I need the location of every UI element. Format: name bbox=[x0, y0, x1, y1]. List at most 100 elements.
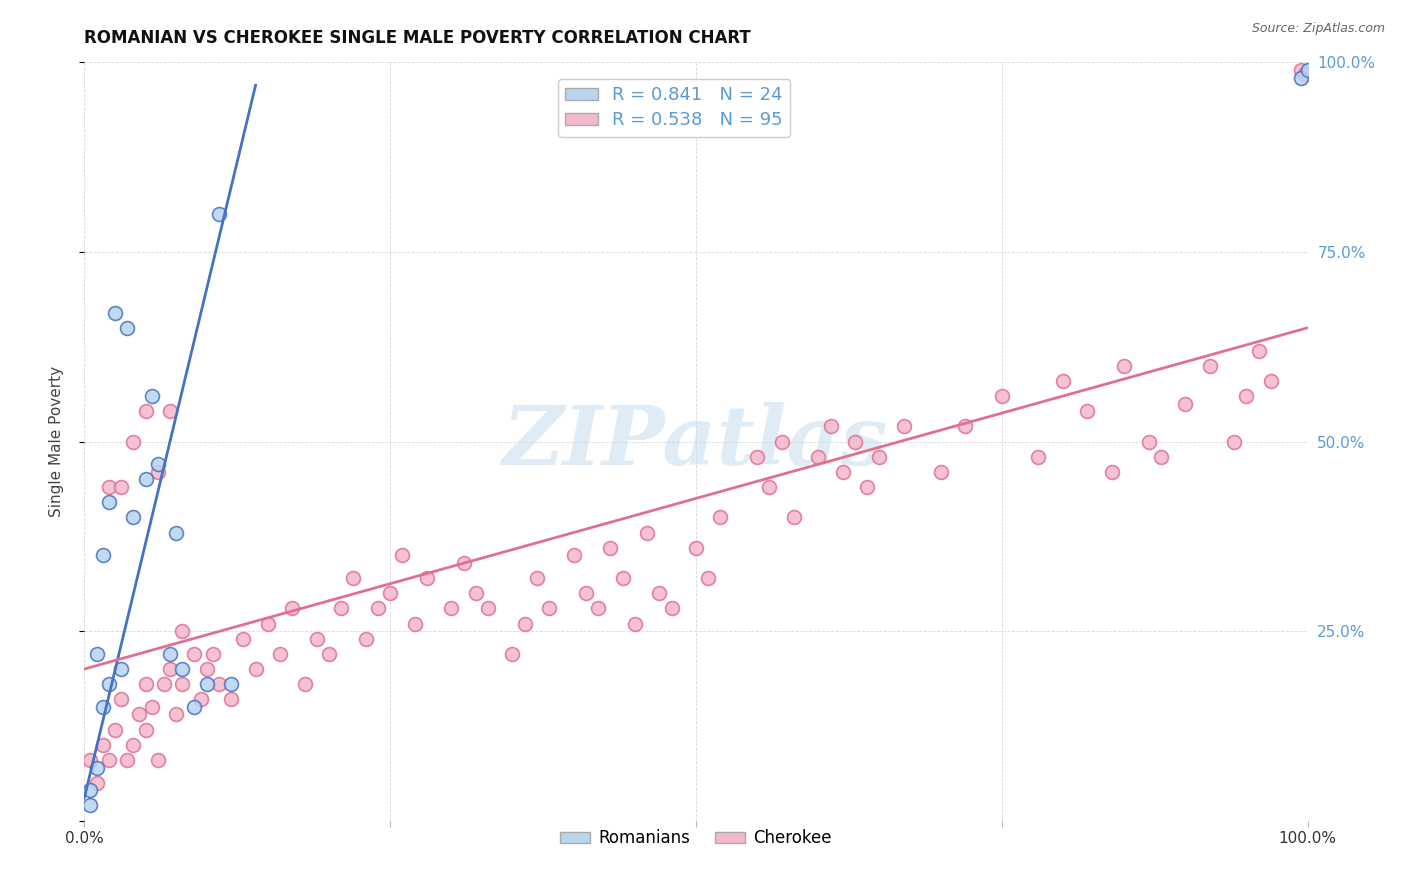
Point bbox=[122, 434, 145, 449]
Point bbox=[208, 677, 231, 691]
Point bbox=[195, 662, 218, 676]
Point bbox=[104, 723, 127, 737]
Point bbox=[135, 473, 157, 487]
Point bbox=[526, 571, 548, 585]
Point bbox=[747, 450, 769, 464]
Point bbox=[1174, 396, 1197, 410]
Point bbox=[159, 647, 181, 661]
Point bbox=[91, 699, 114, 714]
Point bbox=[758, 480, 780, 494]
Point bbox=[86, 647, 108, 661]
Text: Source: ZipAtlas.com: Source: ZipAtlas.com bbox=[1251, 22, 1385, 36]
Text: ROMANIAN VS CHEROKEE SINGLE MALE POVERTY CORRELATION CHART: ROMANIAN VS CHEROKEE SINGLE MALE POVERTY… bbox=[84, 29, 751, 47]
Point bbox=[232, 632, 254, 646]
Point bbox=[380, 586, 402, 600]
Point bbox=[165, 525, 187, 540]
Point bbox=[190, 692, 212, 706]
Point bbox=[599, 541, 621, 555]
Point bbox=[770, 434, 793, 449]
Point bbox=[104, 305, 127, 319]
Point bbox=[97, 677, 120, 691]
Point bbox=[146, 457, 169, 471]
Point bbox=[159, 662, 181, 676]
Point bbox=[115, 320, 138, 334]
Point bbox=[135, 677, 157, 691]
Point bbox=[1150, 450, 1173, 464]
Point bbox=[502, 647, 524, 661]
Point bbox=[91, 738, 114, 752]
Point bbox=[636, 525, 658, 540]
Point bbox=[115, 753, 138, 767]
Point bbox=[697, 571, 720, 585]
Point bbox=[1294, 67, 1316, 81]
Point bbox=[354, 632, 377, 646]
Point bbox=[135, 723, 157, 737]
Point bbox=[1223, 434, 1246, 449]
Point bbox=[141, 699, 163, 714]
Point bbox=[172, 624, 194, 639]
Text: ZIPatlas: ZIPatlas bbox=[503, 401, 889, 482]
Point bbox=[219, 692, 242, 706]
Point bbox=[281, 601, 304, 615]
Y-axis label: Single Male Poverty: Single Male Poverty bbox=[49, 366, 63, 517]
Point bbox=[1101, 465, 1123, 479]
Point bbox=[624, 616, 647, 631]
Point bbox=[416, 571, 439, 585]
Point bbox=[330, 601, 353, 615]
Point bbox=[153, 677, 176, 691]
Point bbox=[1114, 359, 1136, 373]
Point bbox=[97, 480, 120, 494]
Point bbox=[1076, 404, 1098, 418]
Point bbox=[257, 616, 280, 631]
Point bbox=[709, 510, 731, 524]
Point bbox=[86, 760, 108, 774]
Point bbox=[1291, 70, 1313, 85]
Point bbox=[208, 207, 231, 221]
Point bbox=[318, 647, 340, 661]
Point bbox=[562, 548, 585, 563]
Point bbox=[575, 586, 598, 600]
Point bbox=[820, 419, 842, 434]
Point bbox=[79, 798, 101, 813]
Point bbox=[219, 677, 242, 691]
Point bbox=[685, 541, 707, 555]
Point bbox=[91, 548, 114, 563]
Point bbox=[122, 738, 145, 752]
Point bbox=[612, 571, 634, 585]
Point bbox=[391, 548, 413, 563]
Point bbox=[661, 601, 683, 615]
Point bbox=[856, 480, 879, 494]
Point bbox=[79, 783, 101, 797]
Point bbox=[464, 586, 486, 600]
Point bbox=[201, 647, 224, 661]
Point bbox=[110, 662, 132, 676]
Point bbox=[97, 495, 120, 509]
Point bbox=[135, 404, 157, 418]
Point bbox=[1028, 450, 1050, 464]
Point bbox=[893, 419, 915, 434]
Point bbox=[844, 434, 866, 449]
Point bbox=[477, 601, 499, 615]
Point bbox=[110, 692, 132, 706]
Point bbox=[1198, 359, 1220, 373]
Point bbox=[159, 404, 181, 418]
Point bbox=[146, 465, 169, 479]
Point bbox=[305, 632, 328, 646]
Point bbox=[807, 450, 830, 464]
Point bbox=[453, 556, 475, 570]
Point bbox=[128, 707, 150, 722]
Point bbox=[183, 647, 205, 661]
Point bbox=[269, 647, 291, 661]
Legend: Romanians, Cherokee: Romanians, Cherokee bbox=[554, 822, 838, 854]
Point bbox=[513, 616, 536, 631]
Point bbox=[367, 601, 389, 615]
Point bbox=[294, 677, 316, 691]
Point bbox=[146, 753, 169, 767]
Point bbox=[245, 662, 267, 676]
Point bbox=[165, 707, 187, 722]
Point bbox=[183, 699, 205, 714]
Point bbox=[86, 776, 108, 790]
Point bbox=[172, 677, 194, 691]
Point bbox=[783, 510, 806, 524]
Point bbox=[586, 601, 609, 615]
